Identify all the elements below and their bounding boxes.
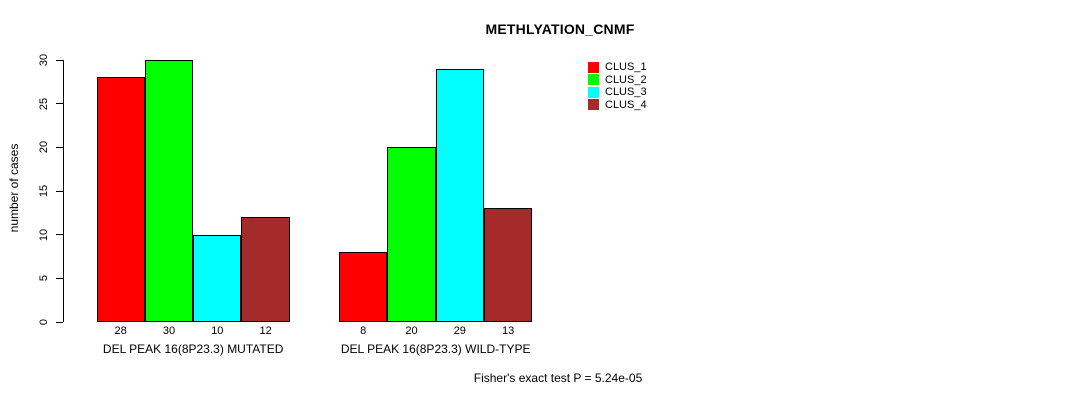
bar-value-label: 12 (259, 325, 272, 337)
annotation-fisher-test: Fisher's exact test P = 5.24e-05 (473, 371, 643, 385)
bar-value-label: 10 (211, 325, 224, 337)
bar-clus_1 (96, 77, 145, 322)
y-axis-tick (56, 59, 63, 61)
y-axis-tick-label: 15 (38, 184, 50, 198)
bar-value-label: 13 (502, 325, 515, 337)
bar-clus_4 (483, 208, 533, 322)
y-axis-tick (56, 103, 63, 105)
bar-clus_3 (193, 234, 242, 322)
legend-swatch-clus_2 (588, 74, 599, 86)
bar-value-label: 8 (360, 325, 367, 337)
y-axis-tick-label: 10 (38, 228, 50, 241)
chart-title: METHLYATION_CNMF (485, 21, 635, 37)
y-axis-tick (56, 234, 63, 236)
y-axis-tick-label: 5 (38, 275, 50, 282)
bar-value-label: 30 (162, 325, 176, 337)
bar-value-label: 29 (453, 325, 466, 337)
y-axis-tick-label: 25 (38, 97, 50, 110)
bar-clus_2 (144, 60, 194, 322)
y-axis-tick (56, 277, 63, 279)
legend-item: CLUS_1 (588, 61, 647, 74)
legend-item: CLUS_3 (588, 86, 647, 99)
y-axis-tick-label: 0 (38, 318, 50, 326)
bar-clus_2 (387, 147, 436, 322)
y-axis-tick (56, 190, 63, 192)
y-axis-label: number of cases (7, 143, 21, 233)
bar-clus_3 (435, 68, 484, 322)
group-axis-label: DEL PEAK 16(8P23.3) MUTATED (102, 342, 284, 356)
legend-label: CLUS_2 (605, 73, 647, 86)
legend-swatch-clus_1 (588, 61, 599, 73)
legend-item: CLUS_2 (588, 74, 647, 87)
bar-value-label: 28 (114, 325, 127, 337)
y-axis-tick-label: 20 (38, 141, 50, 154)
legend-swatch-clus_3 (588, 86, 599, 98)
bar-clus_1 (339, 252, 388, 322)
bar-clus_4 (241, 217, 290, 322)
bar-value-label: 20 (405, 325, 418, 337)
y-axis-tick (56, 321, 63, 323)
legend-item: CLUS_4 (588, 99, 647, 112)
group-axis-label: DEL PEAK 16(8P23.3) WILD-TYPE (340, 342, 531, 356)
y-axis-tick-label: 30 (38, 53, 50, 67)
y-axis-line (63, 60, 64, 322)
legend-swatch-clus_4 (588, 99, 599, 111)
legend-label: CLUS_3 (605, 86, 647, 99)
y-axis-tick (56, 146, 63, 148)
legend-label: CLUS_1 (605, 61, 647, 74)
legend-label: CLUS_4 (605, 98, 647, 111)
